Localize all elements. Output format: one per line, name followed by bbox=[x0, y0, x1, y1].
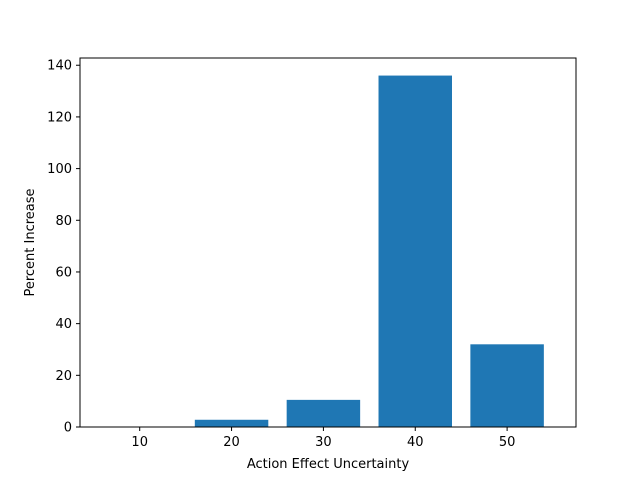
bar-50 bbox=[470, 344, 543, 427]
bar-20 bbox=[195, 420, 268, 427]
y-tick-label: 20 bbox=[55, 369, 72, 384]
x-tick-label: 50 bbox=[499, 435, 516, 450]
y-axis: 0 20 40 60 80 100 120 140 bbox=[47, 59, 80, 436]
x-tick-label: 10 bbox=[131, 435, 148, 450]
y-tick-label: 60 bbox=[55, 265, 72, 280]
y-tick-label: 140 bbox=[47, 59, 72, 74]
x-tick-label: 20 bbox=[223, 435, 240, 450]
y-tick-label: 80 bbox=[55, 214, 72, 229]
x-axis: 10 20 30 40 50 bbox=[131, 427, 515, 450]
y-tick-label: 0 bbox=[64, 421, 72, 436]
bar-30 bbox=[287, 400, 360, 427]
y-tick-label: 120 bbox=[47, 110, 72, 125]
x-axis-label: Action Effect Uncertainty bbox=[247, 457, 410, 472]
bar-40 bbox=[379, 76, 452, 427]
y-axis-label: Percent Increase bbox=[23, 188, 38, 296]
bars-group bbox=[195, 76, 544, 427]
y-tick-label: 40 bbox=[55, 317, 72, 332]
y-tick-label: 100 bbox=[47, 162, 72, 177]
x-tick-label: 40 bbox=[407, 435, 424, 450]
x-tick-label: 30 bbox=[315, 435, 332, 450]
